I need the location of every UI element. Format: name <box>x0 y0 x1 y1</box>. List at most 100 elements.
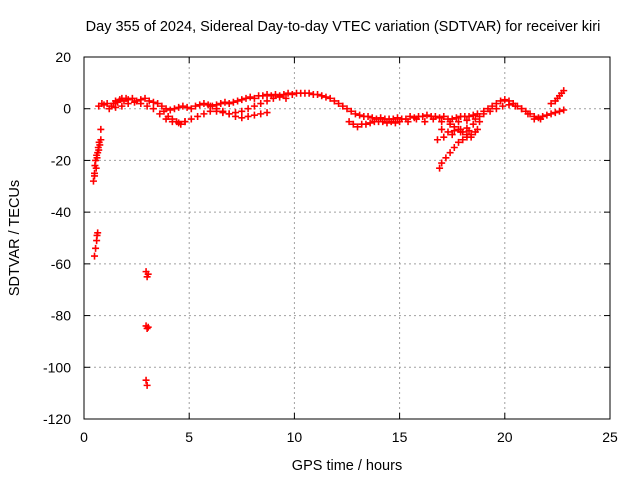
data-point <box>463 116 471 124</box>
data-point <box>244 105 252 113</box>
data-point <box>156 110 164 118</box>
data-point <box>187 115 195 123</box>
data-point <box>452 114 460 122</box>
data-point <box>142 376 150 384</box>
data-point <box>238 107 246 115</box>
data-point <box>200 100 208 108</box>
data-point <box>383 119 391 127</box>
data-point <box>455 138 463 146</box>
data-point <box>91 172 99 180</box>
data-point <box>280 90 288 98</box>
data-point <box>379 118 387 126</box>
data-point <box>225 100 233 108</box>
data-point <box>393 114 401 122</box>
data-point <box>473 125 481 133</box>
data-point <box>229 98 237 106</box>
data-point <box>440 133 448 141</box>
data-point <box>511 102 519 110</box>
data-point <box>137 100 145 108</box>
data-point <box>257 110 265 118</box>
data-point <box>213 105 221 113</box>
data-point <box>143 325 151 332</box>
data-point <box>438 125 446 133</box>
data-point <box>164 112 172 120</box>
data-point <box>467 131 475 139</box>
data-point <box>259 92 267 100</box>
data-point <box>124 100 132 108</box>
data-point <box>558 89 566 97</box>
data-point <box>530 115 538 123</box>
data-point <box>221 98 229 106</box>
data-point <box>457 128 465 136</box>
data-point <box>349 120 357 128</box>
y-tick-label: -40 <box>51 204 71 220</box>
data-point <box>263 97 271 105</box>
y-axis-title: SDTVAR / TECUs <box>7 180 23 296</box>
data-point <box>94 144 102 151</box>
data-point <box>387 118 395 126</box>
data-point <box>263 109 271 117</box>
data-point <box>305 89 313 97</box>
data-point <box>284 89 292 97</box>
data-point <box>438 118 446 126</box>
data-point <box>234 97 242 105</box>
data-point <box>505 101 513 109</box>
data-point <box>250 94 258 102</box>
data-point <box>141 94 149 102</box>
data-point <box>463 133 471 141</box>
y-tick-label: -80 <box>51 308 71 324</box>
data-point <box>343 105 351 113</box>
data-point <box>219 107 227 115</box>
data-point <box>92 244 100 252</box>
data-point <box>440 112 448 120</box>
data-point <box>465 112 473 120</box>
data-point <box>446 118 454 126</box>
data-point <box>436 114 444 122</box>
x-axis-ticks: 0 5 10 15 20 25 <box>80 57 618 445</box>
data-point <box>446 149 454 157</box>
data-point <box>181 118 189 126</box>
data-point <box>206 102 214 110</box>
data-point <box>455 118 463 126</box>
data-point <box>160 107 168 115</box>
data-point <box>412 115 420 123</box>
data-point <box>200 110 208 118</box>
data-point <box>547 100 555 108</box>
data-point <box>429 115 437 123</box>
data-point <box>158 102 166 110</box>
data-point <box>326 94 334 102</box>
data-point <box>364 112 372 120</box>
data-point <box>238 114 246 122</box>
data-point <box>144 323 152 331</box>
data-point <box>330 97 338 105</box>
data-point <box>377 114 385 122</box>
data-point <box>179 102 187 110</box>
data-point <box>448 131 456 139</box>
data-point <box>362 120 370 128</box>
data-point <box>488 102 496 110</box>
data-point <box>263 90 271 98</box>
data-point <box>553 94 561 102</box>
data-point <box>91 252 99 260</box>
data-point <box>351 110 359 118</box>
data-point <box>404 118 412 126</box>
data-point <box>246 93 254 101</box>
data-point <box>154 100 162 108</box>
data-point <box>94 229 102 237</box>
data-point <box>354 123 362 131</box>
data-point <box>396 118 404 126</box>
data-point <box>419 112 427 120</box>
data-point <box>112 103 120 111</box>
data-point <box>335 100 343 108</box>
data-point <box>551 109 559 117</box>
data-point <box>238 96 246 104</box>
data-point <box>143 381 151 389</box>
x-axis-title: GPS time / hours <box>292 458 402 474</box>
data-point <box>130 98 138 106</box>
data-points <box>89 87 568 389</box>
y-tick-label: -20 <box>51 152 71 168</box>
data-point <box>469 111 477 119</box>
data-point <box>442 154 450 162</box>
data-point <box>547 110 555 118</box>
y-tick-label: 20 <box>55 49 71 65</box>
